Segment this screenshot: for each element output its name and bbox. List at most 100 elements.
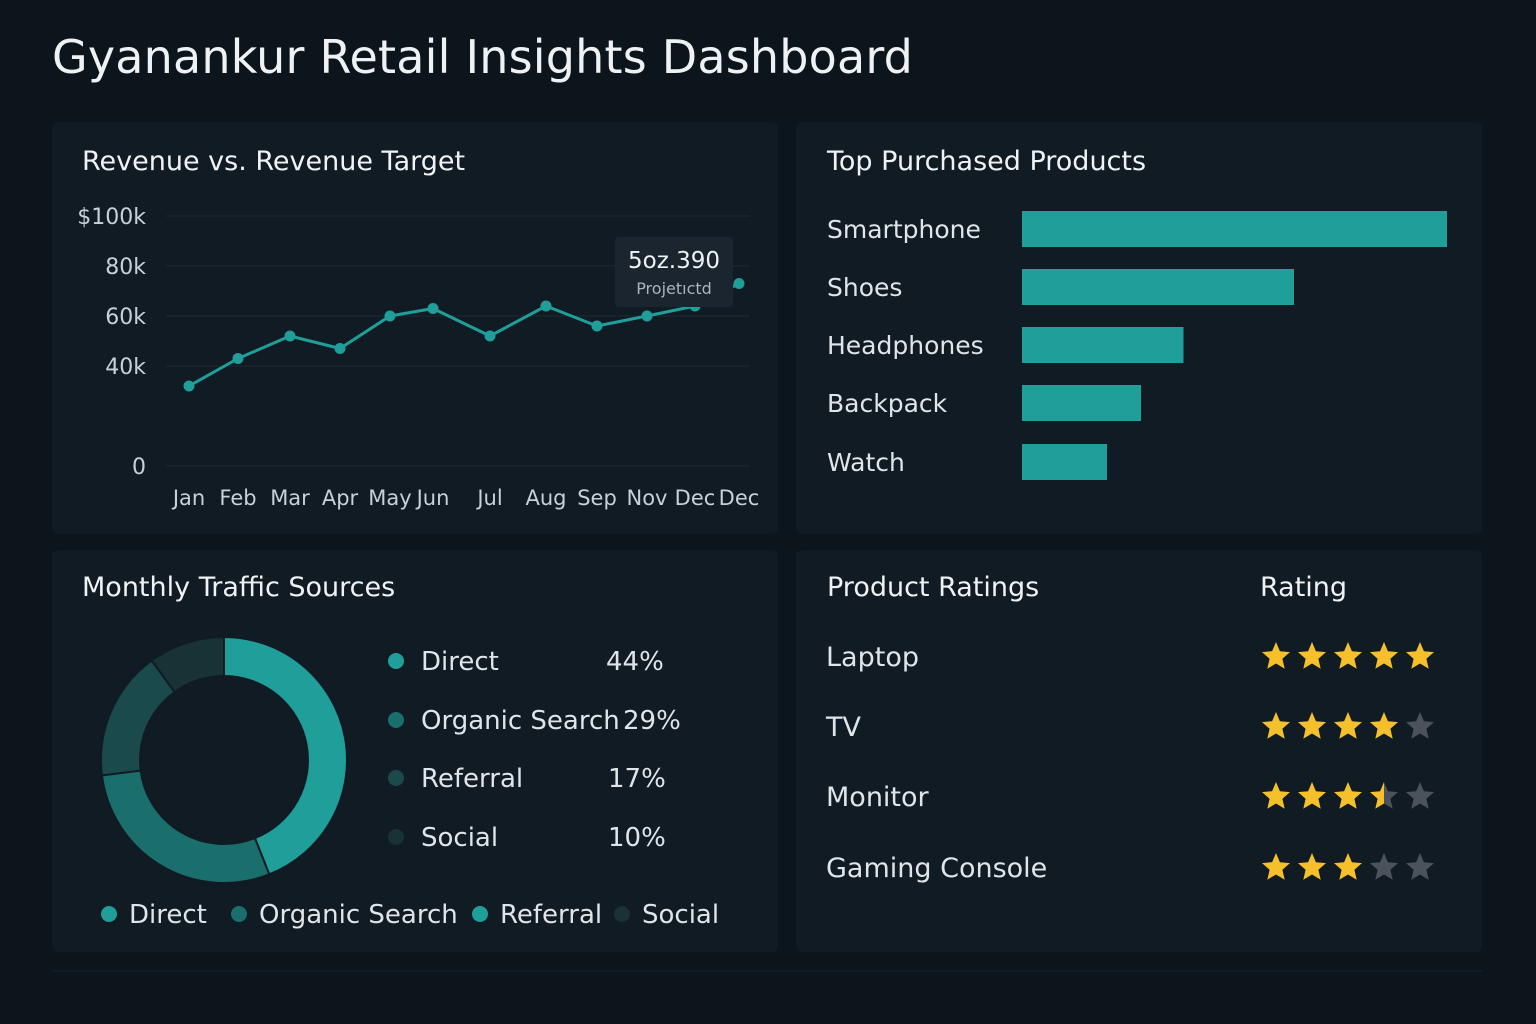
star-icon bbox=[1334, 712, 1362, 739]
y-tick-label: 80k bbox=[105, 255, 146, 280]
rating-product-name: Laptop bbox=[826, 642, 919, 673]
star-icon bbox=[1298, 642, 1326, 669]
star-rating bbox=[1260, 780, 1436, 812]
star-icon bbox=[1298, 712, 1326, 739]
dashboard-title: Gyanankur Retail Insights Dashboard bbox=[52, 30, 914, 84]
tooltip-label: Projetıctd bbox=[636, 279, 712, 298]
x-tick-label: Apr bbox=[322, 486, 359, 510]
star-icon bbox=[1370, 712, 1398, 739]
bar-category-label: Smartphone bbox=[827, 215, 981, 244]
footer-divider bbox=[52, 970, 1482, 972]
y-tick-label: 0 bbox=[132, 455, 146, 480]
star-icon bbox=[1370, 642, 1398, 669]
bottom-legend-dot bbox=[614, 906, 630, 922]
revenue-point bbox=[427, 303, 439, 314]
star-icon bbox=[1406, 642, 1434, 669]
x-tick-label: Nov bbox=[627, 486, 668, 510]
products-bar-chart: Smartphone Shoes Headphones Backpack Watch bbox=[827, 211, 1447, 480]
product-bar bbox=[1022, 444, 1107, 480]
legend-label: Direct bbox=[421, 647, 499, 677]
x-tick-label: Dec bbox=[675, 486, 716, 510]
x-tick-label: Jun bbox=[415, 486, 450, 510]
revenue-chart-title: Revenue vs. Revenue Target bbox=[82, 146, 466, 177]
revenue-point bbox=[183, 380, 195, 392]
products-chart-title: Top Purchased Products bbox=[827, 146, 1147, 177]
revenue-point bbox=[540, 300, 552, 312]
star-icon bbox=[1370, 782, 1398, 809]
bottom-legend-label: Social bbox=[642, 900, 719, 930]
star-icon bbox=[1262, 782, 1290, 809]
product-bar bbox=[1022, 327, 1184, 363]
bar-category-label: Backpack bbox=[827, 389, 948, 418]
bottom-legend-label: Organic Search bbox=[259, 900, 458, 930]
product-bar bbox=[1022, 269, 1294, 305]
star-icon bbox=[1298, 782, 1326, 809]
bar-category-label: Watch bbox=[827, 448, 905, 477]
legend-percent: 44% bbox=[606, 647, 664, 677]
legend-dot bbox=[388, 653, 404, 669]
legend-percent: 29% bbox=[623, 706, 681, 736]
revenue-point bbox=[591, 320, 603, 332]
revenue-line-chart: $100k 80k 60k 40k 0 Jan Feb Mar Apr May Jun Jul Aug S… bbox=[77, 205, 760, 510]
rating-product-name: Monitor bbox=[826, 782, 929, 813]
star-icon bbox=[1262, 642, 1290, 669]
y-tick-label: $100k bbox=[77, 205, 146, 230]
star-icon bbox=[1334, 853, 1362, 880]
x-tick-label: Dec bbox=[719, 486, 760, 510]
revenue-panel: Revenue vs. Revenue Target $100k 80k 60k 40… bbox=[52, 122, 778, 534]
revenue-series-line bbox=[188, 282, 740, 388]
x-tick-label: Feb bbox=[219, 486, 256, 510]
bottom-legend-label: Referral bbox=[500, 900, 602, 930]
rating-column-header: Rating bbox=[1260, 572, 1348, 603]
bottom-legend-label: Direct bbox=[129, 900, 207, 930]
revenue-point bbox=[384, 310, 396, 322]
x-tick-label: Aug bbox=[525, 486, 566, 510]
x-tick-label: Jan bbox=[171, 486, 205, 510]
traffic-donut-chart: Direct 44%Organic Search 29%Referral 17%Soc… bbox=[100, 635, 719, 930]
revenue-point bbox=[484, 330, 496, 342]
product-bar bbox=[1022, 385, 1141, 421]
revenue-point bbox=[733, 278, 745, 289]
bottom-legend-dot bbox=[472, 906, 488, 922]
star-icon bbox=[1334, 642, 1362, 669]
legend-label: Referral bbox=[421, 764, 523, 794]
star-icon bbox=[1406, 712, 1434, 739]
donut-slice bbox=[223, 635, 349, 876]
revenue-point bbox=[334, 343, 346, 354]
x-tick-label: May bbox=[368, 486, 411, 510]
rating-product-name: TV bbox=[826, 712, 861, 743]
star-icon bbox=[1298, 853, 1326, 880]
x-tick-label: Sep bbox=[577, 486, 617, 510]
legend-label: Social bbox=[421, 823, 498, 853]
tooltip-box bbox=[615, 237, 733, 307]
y-tick-label: 40k bbox=[105, 355, 146, 380]
products-panel: Top Purchased Products Smartphone Shoes He… bbox=[796, 122, 1482, 534]
rating-product-name: Gaming Console bbox=[826, 853, 1048, 884]
legend-dot bbox=[388, 829, 404, 845]
star-icon bbox=[1262, 712, 1290, 739]
donut-slice bbox=[100, 769, 271, 884]
tooltip-value: 5oz.390 bbox=[628, 248, 720, 274]
star-icon bbox=[1262, 853, 1290, 880]
y-tick-label: 60k bbox=[105, 305, 146, 330]
projected-tooltip: 5oz.390 Projetıctd bbox=[615, 237, 733, 307]
legend-label: Organic Search bbox=[421, 706, 620, 736]
legend-percent: 10% bbox=[608, 823, 666, 853]
star-icon bbox=[1370, 853, 1398, 880]
star-icon bbox=[1406, 853, 1434, 880]
star-icon bbox=[1334, 782, 1362, 809]
bar-category-label: Shoes bbox=[827, 273, 902, 302]
legend-percent: 17% bbox=[608, 764, 666, 794]
ratings-panel: Product Ratings Rating Laptop TV Monitor Ga… bbox=[796, 550, 1482, 952]
legend-dot bbox=[388, 712, 404, 728]
star-rating bbox=[1260, 851, 1436, 883]
traffic-panel: Monthly Traffic Sources Direct 44% Organic… bbox=[52, 550, 778, 952]
product-bar bbox=[1022, 211, 1447, 247]
bottom-legend-dot bbox=[231, 906, 247, 922]
legend-dot bbox=[388, 770, 404, 786]
bottom-legend-dot bbox=[101, 906, 117, 922]
traffic-chart-title: Monthly Traffic Sources bbox=[82, 572, 396, 603]
bar-category-label: Headphones bbox=[827, 331, 984, 360]
ratings-title: Product Ratings bbox=[827, 572, 1040, 603]
x-tick-label: Mar bbox=[270, 486, 310, 510]
